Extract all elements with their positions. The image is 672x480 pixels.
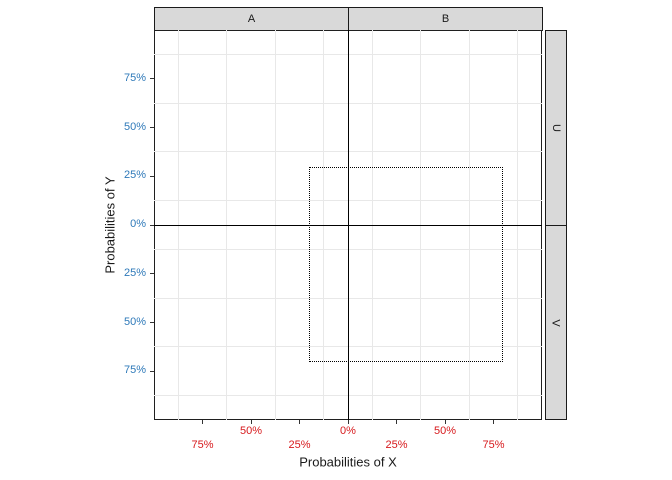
x-tick-label: 75% — [191, 439, 214, 451]
facet-strip-column-b: B — [348, 7, 543, 31]
x-tick-label: 25% — [385, 439, 408, 451]
x-tick-label: 50% — [239, 425, 263, 437]
y-tick-label: 75% — [123, 364, 146, 377]
y-axis-tick — [150, 370, 154, 372]
y-axis-tick — [150, 322, 154, 323]
x-axis-tick — [202, 420, 203, 424]
y-axis-tick — [150, 78, 154, 80]
zero-reference-line-horizontal — [154, 224, 542, 226]
y-tick-label: 0% — [130, 218, 146, 230]
facet-strip-row-v: V — [545, 225, 567, 420]
x-axis-title: Probabilities of X — [299, 454, 397, 470]
x-tick-label: 25% — [288, 439, 311, 451]
x-axis-tick — [444, 420, 446, 424]
y-axis-tick — [150, 224, 154, 226]
x-axis-tick — [299, 420, 300, 424]
x-axis-tick — [250, 420, 252, 424]
y-axis-tick — [150, 273, 154, 275]
facet-strip-label: V — [550, 318, 562, 327]
y-tick-label: 50% — [123, 315, 146, 328]
facet-strip-label: U — [549, 124, 562, 132]
y-tick-label: 50% — [123, 120, 146, 133]
x-tick-label: 0% — [340, 425, 356, 437]
facet-strip-label: A — [247, 13, 256, 25]
x-tick-label: 50% — [433, 425, 457, 437]
y-tick-label: 25% — [123, 266, 146, 279]
facet-strip-column-a: A — [154, 7, 349, 31]
facet-strip-label: B — [441, 13, 450, 25]
x-axis-tick — [396, 420, 397, 424]
x-tick-label: 75% — [482, 439, 505, 451]
x-axis-tick — [347, 420, 349, 424]
facet-strip-row-u: U — [545, 30, 567, 226]
x-axis-tick — [493, 420, 494, 424]
y-axis-tick — [150, 175, 154, 177]
y-tick-label: 75% — [123, 71, 146, 84]
annotation-rect — [309, 166, 504, 362]
y-tick-label: 25% — [123, 169, 146, 182]
y-axis-tick — [150, 127, 154, 128]
